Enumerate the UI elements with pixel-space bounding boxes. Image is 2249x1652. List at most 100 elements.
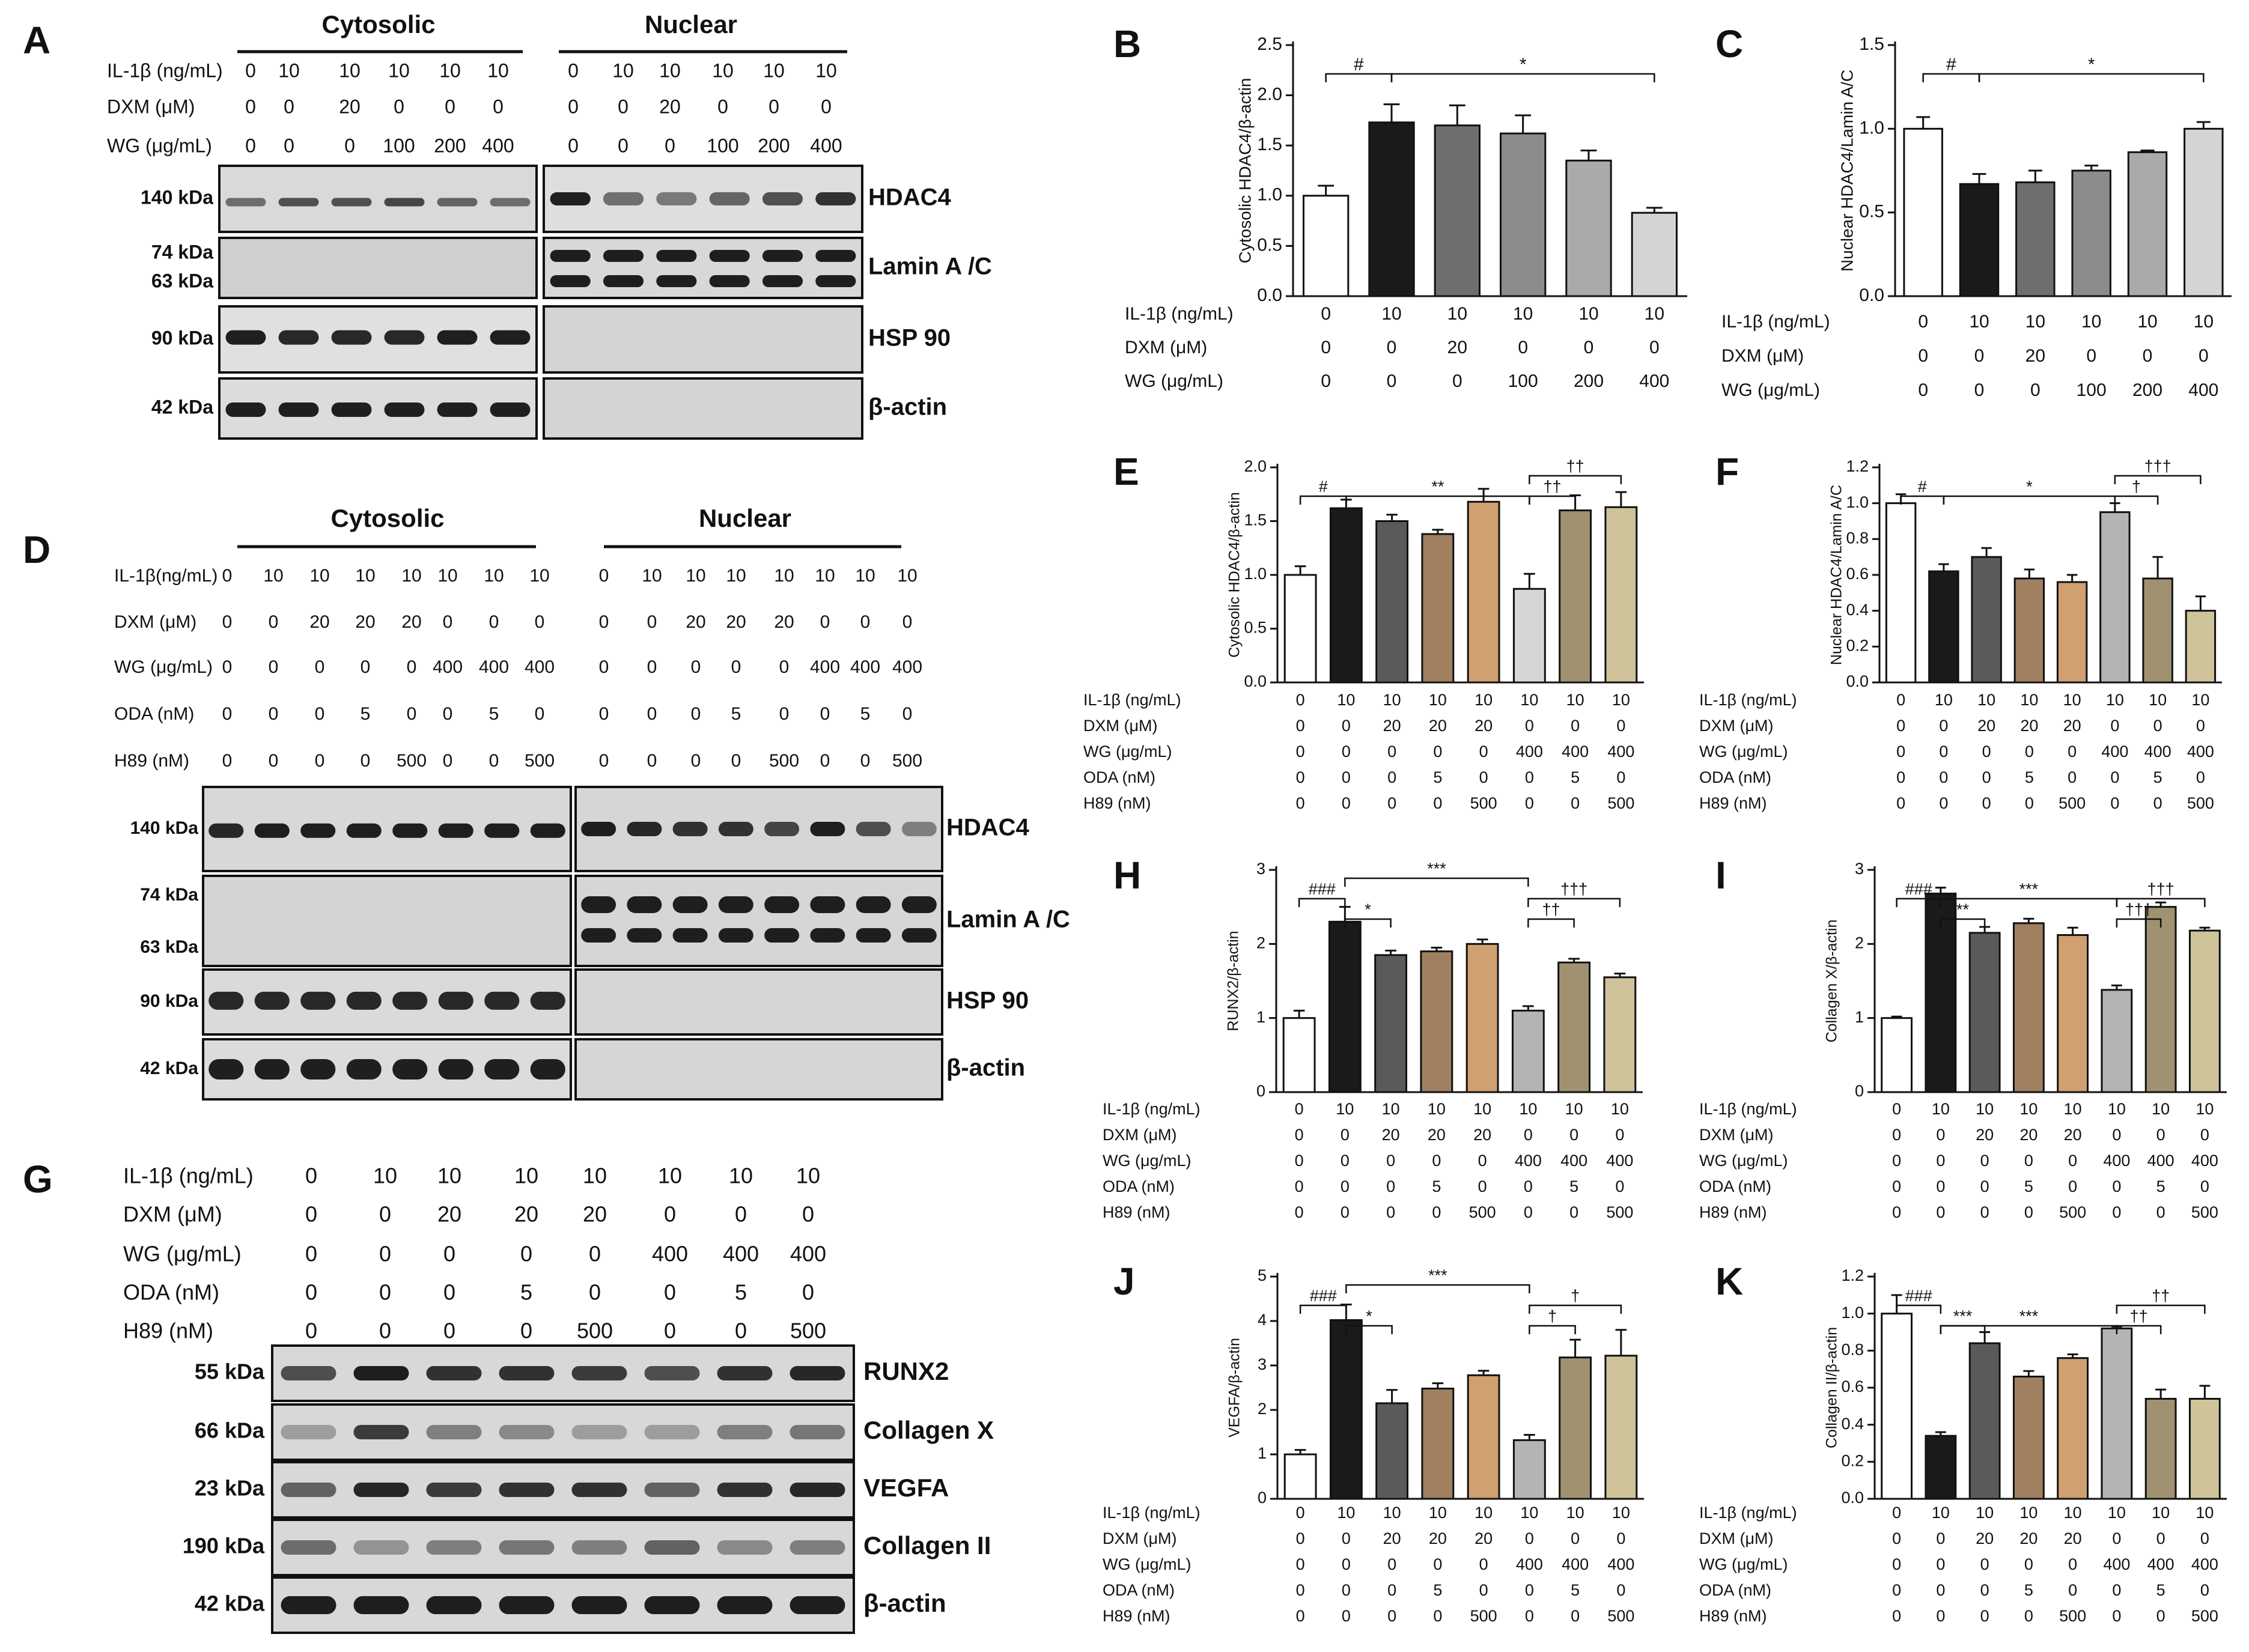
condition-value: 0 (2030, 380, 2041, 400)
blot-G-strip-band (644, 1540, 700, 1555)
condition-value: 500 (1470, 794, 1497, 812)
condition-value: 0 (2200, 1581, 2209, 1599)
condition-value: 10 (2063, 691, 2081, 709)
condition-value: 10 (2106, 691, 2124, 709)
blot-A-condition-value: 0 (394, 96, 404, 117)
blot-G-condition-value: 0 (305, 1242, 317, 1266)
blot-A-condition-value: 10 (815, 59, 837, 81)
significance-label: # (1354, 55, 1364, 74)
condition-value: 400 (2191, 1152, 2218, 1170)
bar (1283, 574, 1317, 684)
blot-A-nuclear-strip-band (762, 275, 803, 287)
condition-value: 500 (1606, 1203, 1633, 1221)
condition-value: 0 (1616, 768, 1625, 786)
blot-D-condition-value: 0 (599, 566, 609, 586)
y-axis-label: Nuclear HDAC4/Lamin A/C (1837, 70, 1856, 272)
condition-value: 0 (1980, 1152, 1989, 1170)
bar (1512, 1439, 1546, 1500)
y-axis-label: Cytosolic HDAC4/β-actin (1235, 78, 1254, 264)
significance-label: ### (1310, 1287, 1337, 1305)
condition-value: 500 (2059, 1607, 2086, 1625)
blot-D-cytosolic-strip-band (300, 823, 336, 838)
significance-bracket (2116, 1304, 2206, 1314)
condition-value: 0 (1296, 1607, 1305, 1625)
condition-label: IL-1β (ng/mL) (1103, 1504, 1201, 1522)
condition-value: 500 (2059, 794, 2086, 812)
blot-A-condition-value: 0 (618, 96, 628, 117)
condition-value: 10 (1383, 691, 1401, 709)
blot-D-condition-value: 0 (599, 704, 609, 724)
condition-value: 0 (1918, 380, 1928, 400)
blot-G-strip-band (790, 1540, 845, 1555)
blot-D-condition-value: 0 (489, 612, 499, 632)
blot-D-cytosolic-strip-band (484, 823, 520, 838)
condition-value: 0 (1980, 1581, 1989, 1599)
bar (1604, 506, 1638, 684)
condition-label: DXM (μM) (1103, 1126, 1177, 1144)
condition-value: 5 (2024, 1177, 2033, 1195)
blot-G-condition-value: 0 (802, 1280, 814, 1305)
condition-label: DXM (μM) (1103, 1529, 1177, 1547)
condition-value: 0 (1936, 1126, 1945, 1144)
blot-A-cytosolic-strip-band (490, 198, 531, 207)
condition-value: 0 (1525, 768, 1534, 786)
blot-D-condition-value: 0 (902, 704, 913, 724)
condition-value: 400 (1562, 742, 1589, 761)
y-tick-label: 1 (1855, 1008, 1864, 1026)
condition-value: 0 (1387, 1555, 1396, 1573)
blot-D-condition-value: 400 (850, 657, 880, 677)
condition-value: 10 (1932, 1100, 1950, 1118)
condition-value: 10 (1935, 691, 1953, 709)
condition-value: 0 (1387, 768, 1396, 786)
blot-G-strip-band (717, 1540, 773, 1555)
condition-value: 20 (2025, 346, 2045, 366)
blot-G-strip-band (790, 1596, 845, 1614)
significance-bracket (2116, 897, 2206, 907)
y-tick-label: 0.0 (1257, 285, 1282, 305)
blot-D-condition-value: 10 (642, 566, 662, 586)
blot-A-condition-value: 0 (493, 96, 504, 117)
significance-label: ** (1431, 478, 1444, 496)
bar (1565, 159, 1612, 297)
blot-D-condition-value: 10 (309, 566, 329, 586)
condition-value: 0 (2068, 742, 2077, 761)
condition-value: 10 (1977, 691, 1995, 709)
condition-value: 0 (1615, 1126, 1624, 1144)
bar (1968, 1342, 2001, 1500)
blot-D-condition-value: 0 (599, 751, 609, 771)
bar (1885, 502, 1917, 684)
blot-D-condition-value: 0 (691, 657, 701, 677)
blot-A-cytosolic-strip-band (490, 330, 531, 345)
condition-value: 0 (1295, 1203, 1304, 1221)
blot-D-protein-label: HSP 90 (946, 988, 1029, 1014)
significance-bracket (1345, 1284, 1530, 1293)
condition-value: 10 (1520, 1504, 1538, 1522)
significance-label: †† (2129, 1307, 2147, 1325)
condition-label: H89 (nM) (1103, 1203, 1170, 1221)
blot-A-condition-value: 0 (568, 135, 579, 156)
blot-D-condition-value: 0 (820, 704, 830, 724)
blot-G-strip-band (571, 1596, 627, 1614)
blot-G: IL-1β (ng/mL) 0 10 10 10 10 10 10 10 DXM (μM) 0 0 20… (123, 1164, 994, 1634)
condition-value: 0 (1982, 794, 1991, 812)
condition-value: 0 (2086, 346, 2096, 366)
blot-A-condition-label: WG (μg/mL) (107, 135, 212, 156)
panel-letter-G: G (23, 1158, 53, 1201)
condition-value: 0 (2110, 717, 2119, 735)
panel-letter-J: J (1113, 1260, 1135, 1303)
blot-D-condition-value: 10 (263, 566, 283, 586)
condition-value: 0 (1892, 1529, 1901, 1547)
blot-G-condition-value: 0 (589, 1242, 601, 1266)
bar (2013, 577, 2045, 684)
blot-A-cytosolic-strip-box (218, 165, 538, 233)
panel-letter-I: I (1715, 854, 1726, 897)
blot-A-cytosolic-strip-box (218, 377, 538, 440)
blot-D-condition-value: 10 (897, 566, 917, 586)
y-tick-label: 1 (1256, 1008, 1265, 1026)
blot-D-nuclear-strip-band (718, 928, 753, 943)
blot-A-nuclear-strip-band (603, 275, 644, 287)
blot-G-strip-band (499, 1366, 555, 1380)
condition-value: 0 (1432, 1203, 1441, 1221)
blot-D-cytosolic-strip-box (202, 875, 572, 967)
condition-value: 400 (1515, 1152, 1542, 1170)
